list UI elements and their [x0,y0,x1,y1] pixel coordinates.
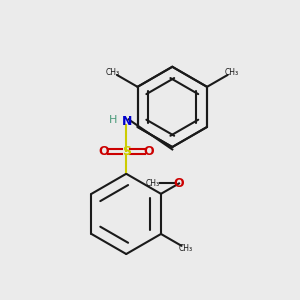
Text: O: O [174,177,184,190]
Text: CH₃: CH₃ [224,68,239,77]
Text: H: H [109,115,117,125]
Text: O: O [143,145,154,158]
Text: O: O [99,145,109,158]
Text: N: N [122,115,132,128]
Text: S: S [122,145,131,158]
Text: CH₃: CH₃ [106,68,120,77]
Text: CH₃: CH₃ [145,179,159,188]
Text: CH₃: CH₃ [178,244,193,253]
